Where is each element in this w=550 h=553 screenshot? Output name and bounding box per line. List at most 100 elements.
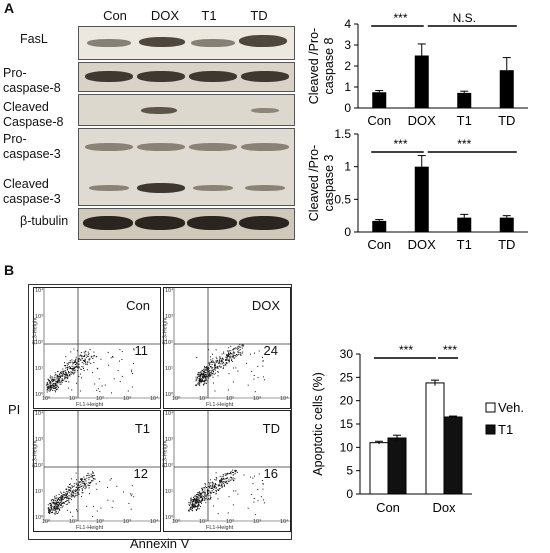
event-dot: [189, 508, 191, 510]
event-dot: [62, 495, 64, 497]
event-dot: [205, 496, 207, 498]
event-dot: [216, 360, 218, 361]
event-dot: [210, 361, 212, 362]
event-dot: [68, 381, 70, 383]
flow-y-tick: 10²: [35, 340, 43, 346]
event-dot: [73, 492, 75, 494]
event-dot: [67, 486, 69, 488]
event-dot: [201, 376, 203, 378]
event-dot: [89, 493, 90, 495]
event-dot: [254, 391, 256, 393]
event-dot: [237, 354, 239, 355]
flow-x-axis-text: FL1-Height: [206, 402, 234, 408]
event-dot: [212, 360, 214, 362]
event-dot: [226, 355, 228, 357]
event-dot: [77, 483, 79, 485]
event-dot: [130, 495, 132, 497]
event-dot: [63, 370, 64, 372]
event-dot: [195, 503, 197, 505]
bar: [372, 92, 387, 108]
event-dot: [82, 366, 84, 368]
event-dot: [203, 376, 205, 378]
event-dot: [217, 367, 219, 369]
event-dot: [226, 362, 228, 364]
flow-x-tick: 10³: [123, 519, 131, 525]
event-dot: [217, 484, 219, 486]
legend-swatch: [485, 402, 496, 413]
event-dot: [205, 370, 207, 371]
event-dot: [208, 482, 210, 484]
event-dot: [188, 502, 190, 504]
event-dot: [227, 472, 228, 474]
event-dot: [199, 379, 201, 381]
y-tick-label: 0.5: [334, 192, 351, 206]
bar: [457, 217, 472, 232]
event-dot: [60, 499, 62, 501]
event-dot: [72, 515, 74, 517]
event-dot: [54, 372, 56, 374]
event-dot: [246, 362, 248, 364]
event-dot: [233, 354, 235, 356]
event-dot: [83, 360, 85, 362]
event-dot: [55, 512, 57, 514]
event-dot: [112, 356, 114, 357]
event-dot: [82, 480, 84, 482]
event-dot: [241, 352, 243, 354]
x-tick-label: T1: [457, 113, 472, 128]
event-dot: [199, 379, 200, 381]
event-dot: [81, 357, 83, 359]
event-dot: [86, 477, 88, 479]
event-dot: [200, 502, 202, 503]
event-dot: [222, 360, 224, 362]
flow-x-tick: 10⁴: [150, 396, 159, 402]
event-dot: [79, 355, 81, 357]
event-dot: [208, 362, 210, 364]
event-dot: [201, 499, 203, 501]
event-dot: [58, 502, 60, 504]
event-dot: [130, 508, 132, 510]
event-dot: [53, 382, 54, 384]
event-dot: [196, 498, 198, 500]
event-dot: [51, 380, 53, 382]
event-dot: [189, 502, 191, 504]
event-dot: [60, 496, 62, 498]
event-dot: [205, 483, 207, 485]
event-dot: [51, 501, 53, 503]
event-dot: [113, 378, 115, 380]
event-dot: [192, 503, 193, 505]
event-dot: [72, 369, 74, 370]
event-dot: [67, 503, 69, 505]
flow-y-tick: 10¹: [35, 489, 43, 495]
event-dot: [48, 507, 49, 509]
event-dot: [78, 358, 80, 360]
event-dot: [194, 501, 196, 503]
event-dot: [52, 511, 53, 513]
event-dot: [70, 373, 72, 375]
event-dot: [70, 371, 72, 373]
event-dot: [58, 504, 60, 506]
event-dot: [229, 352, 231, 354]
event-dot: [56, 497, 58, 499]
event-dot: [84, 483, 86, 485]
event-dot: [78, 363, 80, 365]
event-dot: [199, 377, 201, 379]
event-dot: [239, 353, 241, 355]
event-dot: [87, 472, 89, 474]
event-dot: [84, 351, 86, 353]
event-dot: [232, 381, 234, 383]
event-dot: [75, 356, 77, 358]
event-dot: [79, 487, 81, 488]
event-dot: [65, 493, 67, 495]
event-dot: [69, 498, 71, 500]
event-dot: [262, 499, 264, 501]
event-dot: [203, 383, 205, 385]
flow-y-tick: 10³: [35, 314, 43, 320]
event-dot: [194, 500, 196, 502]
y-axis-label-pi: PI: [8, 402, 21, 417]
significance-label: ***: [393, 137, 407, 151]
event-dot: [212, 370, 214, 372]
event-dot: [57, 376, 58, 378]
event-dot: [85, 363, 87, 365]
event-dot: [48, 511, 50, 513]
event-dot: [209, 364, 210, 366]
